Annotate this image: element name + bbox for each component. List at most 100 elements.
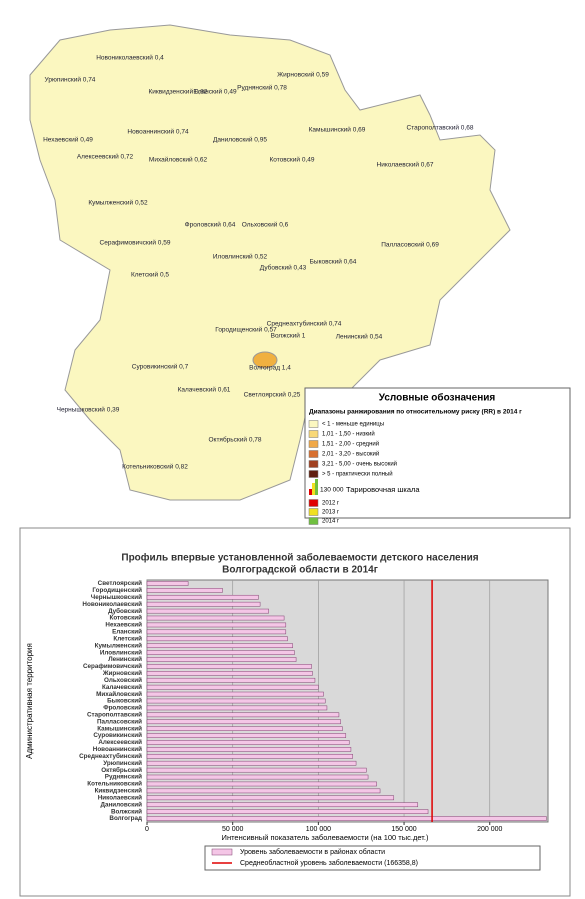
- bar: [146, 629, 287, 635]
- bar: [146, 781, 377, 787]
- district-label: Жирновский 0,59: [277, 71, 329, 79]
- district-label: Чернышковский 0,39: [57, 406, 120, 414]
- district-label: Среднеахтубинский 0,74: [267, 320, 342, 328]
- bar: [146, 809, 429, 814]
- y-tick-label: Серафимовичский: [83, 662, 142, 670]
- district-label: Дубовский 0,43: [260, 264, 307, 272]
- y-tick-label: Палласовский: [97, 717, 142, 725]
- y-tick-label: Быковский: [107, 697, 142, 705]
- y-tick-label: Городищенский: [92, 586, 142, 594]
- y-tick-label: Ленинский: [108, 655, 142, 663]
- bar: [146, 615, 285, 621]
- bar: [146, 802, 419, 808]
- year-swatch: [308, 499, 319, 507]
- bar: [146, 588, 223, 593]
- x-tick-label: 200 000: [477, 826, 502, 833]
- bar: [146, 664, 312, 669]
- y-tick-label: Жирновский: [102, 669, 142, 677]
- bar: [146, 636, 288, 642]
- y-tick-label: Котовский: [110, 614, 143, 622]
- bar: [146, 698, 326, 704]
- legend-box: [304, 387, 571, 519]
- y-tick-label: Клетский: [113, 634, 142, 642]
- district-label: Серафимовичский 0,59: [100, 239, 171, 247]
- district-label: Старополтавский 0,68: [407, 124, 474, 132]
- year-swatch: [308, 508, 319, 516]
- district-label: Быковский 0,64: [310, 258, 357, 266]
- y-tick-label: Среднеахтубинский: [79, 752, 142, 760]
- region-map: [29, 24, 511, 501]
- district-label: Николаевский 0,67: [377, 161, 434, 169]
- bar: [146, 788, 381, 794]
- bar: [146, 719, 341, 725]
- y-tick-label: Еланский: [112, 628, 142, 636]
- bar: [146, 726, 343, 731]
- legend-swatch: [211, 848, 233, 856]
- chart-title: Профиль впервые установленной заболеваем…: [121, 552, 478, 564]
- volgograd-area: [252, 351, 278, 369]
- y-tick-label: Октябрьский: [101, 766, 142, 774]
- bar: [146, 712, 340, 718]
- district-label: Клетский 0,5: [131, 271, 169, 279]
- bar: [146, 795, 395, 801]
- legend-swatch: [308, 460, 319, 468]
- district-label: Волжский 1: [271, 332, 306, 340]
- bar: [146, 601, 261, 607]
- bar: [146, 767, 367, 773]
- y-tick-label: Волгоград: [109, 815, 142, 822]
- y-tick-label: Николаевский: [98, 793, 142, 801]
- y-tick-label: Волжский: [111, 807, 142, 815]
- legend-title: Условные обозначения: [379, 392, 496, 404]
- district-label: Киквидзенский 0,82: [148, 88, 207, 96]
- district-label: Ольховский 0,6: [242, 221, 289, 229]
- legend-label: > 5 - практически полный: [322, 471, 393, 478]
- district-label: Новониколаевский 0,4: [96, 54, 164, 62]
- bar: [146, 753, 353, 759]
- legend-swatch: [308, 430, 319, 438]
- district-label: Суровикинский 0,7: [132, 363, 189, 371]
- x-tick-label: 0: [145, 826, 149, 833]
- legend-swatch: [308, 420, 319, 428]
- y-tick-label: Киквидзенский: [95, 787, 143, 795]
- district-label: Новоаннинский 0,74: [127, 128, 189, 136]
- district-label: Иловлинский 0,52: [213, 253, 268, 261]
- bar: [146, 733, 347, 738]
- year-label: 2012 г: [322, 501, 340, 507]
- bar: [146, 677, 316, 683]
- district-label: Волгоград 1,4: [249, 365, 291, 372]
- y-tick-label: Алексеевский: [98, 738, 142, 746]
- x-tick-label: 100 000: [306, 826, 331, 833]
- legend-label: 1,51 - 2,00 - средний: [322, 441, 379, 448]
- legend-swatch: [308, 440, 319, 448]
- y-tick-label: Котельниковский: [87, 780, 142, 788]
- bar: [146, 691, 324, 697]
- y-tick-label: Старополтавский: [87, 711, 142, 719]
- year-swatch: [308, 517, 319, 525]
- district-label: Урюпинский 0,74: [45, 76, 96, 84]
- legend-subtitle: Диапазоны ранжирования по относительному…: [309, 409, 522, 416]
- scale-glyph: [309, 489, 312, 495]
- district-label: Калачевский 0,61: [178, 386, 231, 394]
- y-tick-label: Чернышковский: [91, 593, 142, 601]
- y-tick-label: Иловлинский: [100, 648, 142, 656]
- bar: [146, 740, 350, 745]
- district-label: Михайловский 0,62: [149, 156, 208, 164]
- legend-label: Уровень заболеваемости в районах области: [240, 848, 385, 856]
- y-tick-label: Михайловский: [96, 690, 142, 698]
- scale-label: Тарировочная шкала: [346, 485, 420, 494]
- district-label: Октябрьский 0,78: [208, 436, 261, 444]
- legend-label: < 1 - меньше единицы: [322, 422, 384, 428]
- bar: [146, 774, 369, 780]
- y-tick-label: Камышинский: [97, 724, 142, 732]
- bar: [146, 581, 189, 586]
- bar: [146, 760, 357, 766]
- district-label: Светлоярский 0,25: [244, 391, 301, 399]
- district-label: Котельниковский 0,82: [122, 463, 188, 471]
- y-tick-label: Суровикинский: [93, 731, 142, 739]
- y-tick-label: Новоаннинский: [93, 745, 142, 753]
- district-label: Руднянский 0,78: [237, 84, 287, 92]
- y-tick-label: Ольховский: [104, 676, 142, 684]
- legend-label: 1,01 - 1,50 - низкий: [322, 431, 375, 438]
- bar: [146, 622, 287, 628]
